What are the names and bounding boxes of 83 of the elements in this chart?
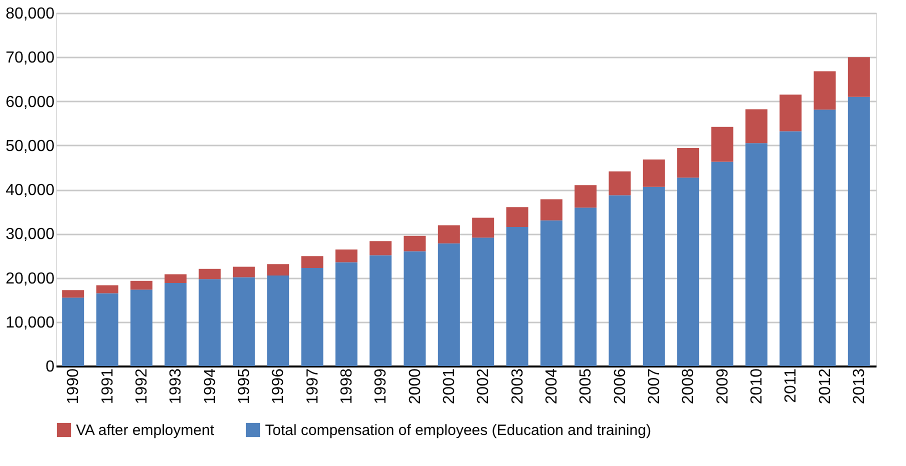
x-tick-label: 1999 [372, 368, 390, 404]
x-tick-label: 2000 [406, 368, 424, 404]
bar [745, 109, 768, 144]
bar [677, 178, 700, 366]
y-tick-label: 50,000 [6, 138, 55, 155]
bar [506, 207, 528, 228]
x-tick-label: 2008 [680, 368, 698, 404]
bar [711, 126, 734, 162]
bar [506, 227, 528, 366]
bar [745, 143, 768, 366]
bar [198, 268, 221, 280]
bar [267, 264, 290, 276]
bar [848, 57, 870, 97]
bar [370, 255, 392, 366]
y-tick-label: 40,000 [6, 182, 55, 199]
bar [232, 266, 255, 278]
x-tick-label: 1993 [168, 368, 185, 404]
x-tick-label: 1994 [202, 368, 219, 404]
x-tick-label: 2002 [475, 368, 492, 404]
x-tick-label: 1997 [304, 368, 322, 404]
y-tick-label: 0 [46, 358, 55, 376]
bar [711, 162, 734, 366]
x-tick-label: 1992 [133, 368, 150, 404]
bar [335, 250, 358, 262]
legend-label: VA after employment [76, 422, 215, 439]
y-tick-label: 80,000 [6, 6, 55, 22]
x-tick-label: 1996 [270, 368, 288, 404]
x-tick-label: 2005 [578, 368, 595, 404]
legend-label: Total compensation of employees (Education and training) [265, 422, 652, 439]
y-tick-label: 20,000 [6, 270, 55, 288]
bar [164, 283, 187, 366]
x-tick-label: 2012 [816, 368, 834, 404]
bar [438, 243, 460, 366]
bar [404, 251, 426, 366]
x-tick-label: 2007 [646, 368, 663, 404]
bar [164, 274, 187, 284]
x-tick-label: 2003 [509, 368, 526, 404]
bar [438, 225, 460, 244]
bar [232, 277, 255, 366]
bar [472, 238, 494, 366]
bar [814, 71, 836, 110]
bar [62, 290, 84, 298]
x-tick-label: 2010 [748, 368, 766, 404]
bar [96, 285, 118, 294]
x-tick-label: 1991 [99, 368, 116, 404]
y-tick-label: 70,000 [6, 50, 55, 67]
y-tick-label: 10,000 [6, 314, 55, 332]
x-tick-label: 2006 [612, 368, 629, 404]
bar [370, 241, 392, 256]
bar [301, 268, 324, 366]
y-tick-label: 30,000 [6, 226, 55, 244]
bar [608, 195, 631, 366]
bar [642, 159, 665, 187]
x-tick-label: 2011 [782, 368, 800, 403]
bar [130, 290, 152, 366]
bar [642, 186, 665, 366]
bar [780, 131, 802, 366]
y-tick-label: 60,000 [6, 94, 55, 111]
bar [198, 279, 221, 366]
bar [62, 298, 84, 366]
bar [404, 236, 426, 252]
bar [574, 185, 597, 208]
bar [335, 262, 358, 366]
bar [574, 208, 597, 366]
x-tick-label: 1995 [236, 368, 253, 404]
bar [130, 280, 152, 290]
bar [96, 293, 118, 366]
x-tick-label: 2004 [543, 368, 560, 404]
bar [848, 96, 870, 366]
bar [814, 110, 836, 366]
bar [677, 148, 700, 178]
bar [267, 276, 290, 366]
x-tick-label: 2009 [714, 368, 732, 404]
x-tick-label: 1998 [338, 368, 356, 404]
bar [608, 171, 631, 196]
bar [301, 256, 324, 268]
bar [472, 218, 494, 238]
x-tick-label: 2013 [850, 368, 868, 404]
bar [540, 220, 562, 366]
bar [540, 199, 562, 220]
bar [780, 94, 802, 132]
x-tick-label: 2001 [440, 368, 458, 404]
x-tick-label: 1990 [65, 368, 82, 404]
